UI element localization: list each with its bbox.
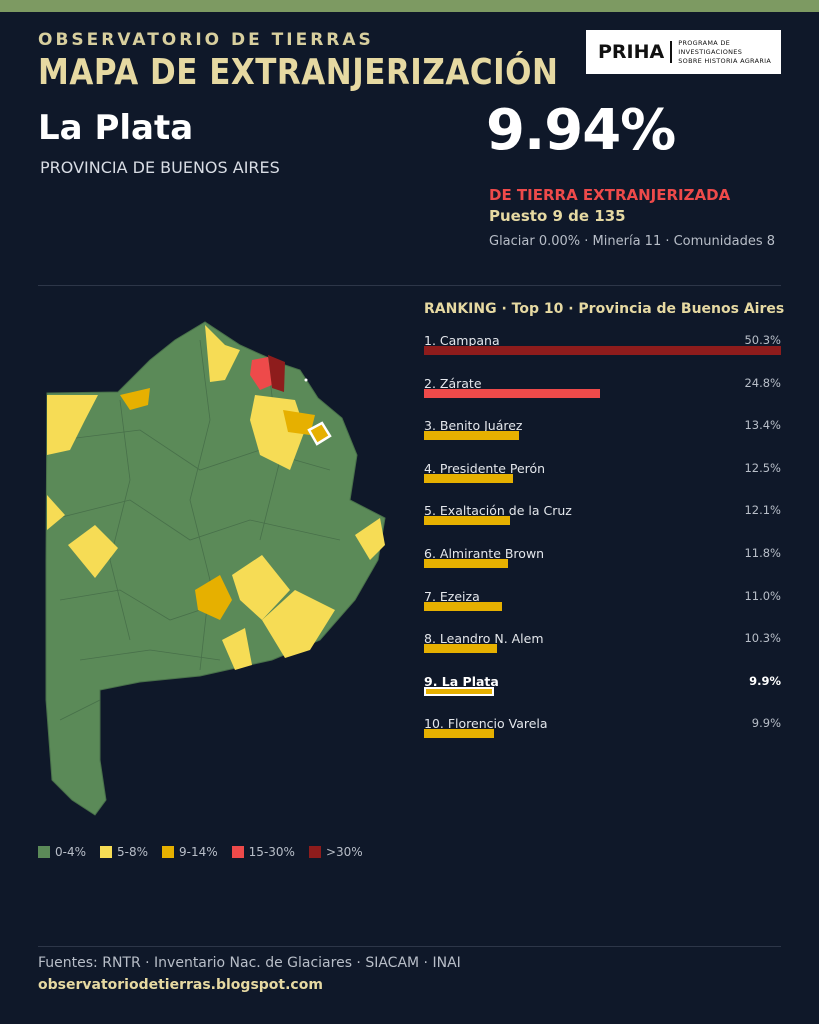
legend-label: 15-30% bbox=[248, 845, 295, 859]
ranking-value-label: 24.8% bbox=[744, 375, 781, 390]
ranking-bar bbox=[424, 729, 495, 739]
details: Glaciar 0.00% · Minería 11 · Comunidades… bbox=[489, 234, 776, 249]
ranking-bar bbox=[424, 644, 498, 654]
ranking-label: 3. Benito Juárez bbox=[424, 418, 523, 434]
district-lines bbox=[49, 339, 341, 721]
legend-swatch bbox=[162, 846, 175, 858]
ranking-value-label: 11.0% bbox=[744, 588, 781, 603]
legend-item: 15-30% bbox=[231, 845, 295, 859]
ranking-value-label: 13.4% bbox=[744, 418, 781, 433]
big-stat: 9.94% bbox=[486, 98, 676, 163]
logo-line: PROGRAMA DE INVESTIGACIONES bbox=[678, 38, 743, 56]
url: observatoriodetierras.blogspot.com bbox=[38, 977, 323, 993]
ranking-title: RANKING · Top 10 · Provincia de Buenos A… bbox=[424, 301, 785, 317]
ranking-label: 10. Florencio Varela bbox=[424, 716, 548, 732]
highlighted-districts bbox=[47, 325, 385, 670]
legend-item: >30% bbox=[308, 845, 363, 859]
divider bbox=[38, 285, 781, 286]
ranking-bar bbox=[424, 346, 781, 355]
legend-swatch bbox=[308, 846, 321, 858]
legend: 0-4% 5-8% 9-14% 15-30% >30% bbox=[38, 845, 363, 859]
ranking-bar bbox=[424, 601, 503, 611]
legend-label: 9-14% bbox=[179, 845, 218, 859]
province: PROVINCIA DE BUENOS AIRES bbox=[40, 158, 280, 177]
ranking-label: 8. Leandro N. Alem bbox=[424, 631, 544, 647]
rank: Puesto 9 de 135 bbox=[489, 207, 626, 225]
divider bbox=[38, 946, 781, 947]
legend-label: 5-8% bbox=[117, 845, 149, 859]
legend-label: 0-4% bbox=[55, 845, 87, 859]
ranking-list: 1. Campana 50.3% 2. Zárate 24.8% 3. Benito J… bbox=[424, 333, 781, 773]
ranking-value-label: 12.1% bbox=[744, 503, 781, 518]
ranking-bar bbox=[424, 559, 508, 568]
ranking-bar bbox=[424, 473, 513, 483]
legend-label: >30% bbox=[325, 845, 363, 859]
title: MAPA DE EXTRANJERIZACIÓN bbox=[38, 52, 559, 94]
logo-line: SOBRE HISTORIA AGRARIA bbox=[678, 56, 772, 65]
ranking-label: 7. Ezeiza bbox=[424, 588, 480, 604]
legend-swatch bbox=[231, 846, 244, 858]
ranking-bar bbox=[424, 431, 520, 441]
legend-swatch bbox=[100, 846, 113, 858]
ranking-label: 1. Campana bbox=[424, 333, 500, 348]
ranking-label: 2. Zárate bbox=[424, 375, 482, 391]
ranking-label: 4. Presidente Perón bbox=[424, 460, 546, 476]
top-strip bbox=[0, 0, 819, 12]
ranking-value-label: 50.3% bbox=[744, 333, 781, 347]
legend-item: 9-14% bbox=[162, 845, 218, 859]
sources: Fuentes: RNTR · Inventario Nac. de Glaci… bbox=[38, 955, 461, 971]
ranking-value-label: 10.3% bbox=[744, 631, 781, 646]
legend-swatch bbox=[38, 846, 50, 858]
logo-subtitle: PROGRAMA DE INVESTIGACIONES SOBRE HISTOR… bbox=[672, 39, 781, 66]
ranking-value-label: 9.9% bbox=[749, 673, 781, 688]
kicker: OBSERVATORIO DE TIERRAS bbox=[38, 30, 374, 50]
legend-item: 5-8% bbox=[100, 845, 148, 859]
place-name: La Plata bbox=[38, 108, 194, 148]
ranking-bar bbox=[424, 516, 510, 526]
legend-item: 0-4% bbox=[38, 845, 86, 859]
map bbox=[45, 321, 386, 816]
logo-name: PRIHA bbox=[586, 41, 673, 63]
ranking-label: 9. La Plata bbox=[424, 673, 499, 689]
ranking-value-label: 9.9% bbox=[751, 716, 781, 731]
ranking-value-label: 11.8% bbox=[744, 546, 781, 560]
ranking-bar bbox=[424, 388, 601, 398]
stat-label: DE TIERRA EXTRANJERIZADA bbox=[489, 186, 731, 204]
ranking-label: 5. Exaltación de la Cruz bbox=[424, 503, 572, 519]
province-shape bbox=[45, 321, 386, 816]
logo: PRIHA PROGRAMA DE INVESTIGACIONES SOBRE … bbox=[586, 30, 781, 74]
ranking-value-label: 12.5% bbox=[744, 460, 781, 475]
ranking-label: 6. Almirante Brown bbox=[424, 546, 545, 561]
ranking-bar bbox=[424, 686, 495, 696]
